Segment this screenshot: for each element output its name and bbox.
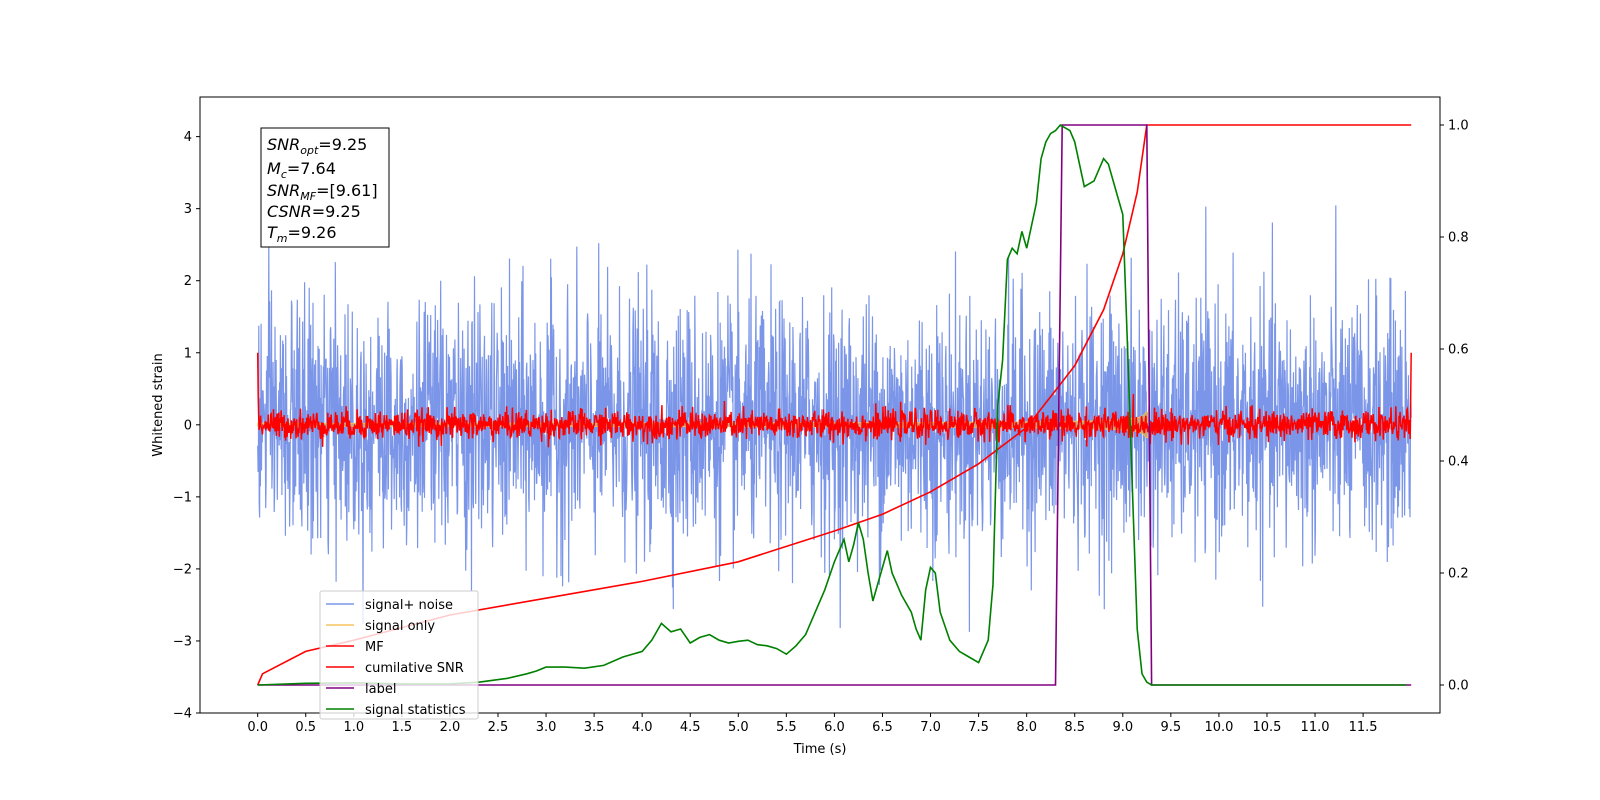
x-tick-label: 1.0 <box>343 720 364 735</box>
info-tm: Tm=9.26 <box>267 223 337 245</box>
x-tick-label: 7.0 <box>920 720 941 735</box>
x-tick-label: 1.5 <box>392 720 413 735</box>
left-y-tick-label: 0 <box>184 418 192 433</box>
info-snr-mf: SNRMF=[9.61] <box>267 181 378 203</box>
x-tick-label: 10.5 <box>1253 720 1282 735</box>
left-y-tick-label: −4 <box>173 707 192 722</box>
info-mc: Mc=7.64 <box>267 159 336 181</box>
legend: signal+ noise signal only MF cumilative … <box>319 590 479 720</box>
right-y-tick-label: 1.0 <box>1448 119 1469 134</box>
legend-label-mf: MF <box>365 640 384 655</box>
legend-label-signal-statistics: signal statistics <box>365 703 466 718</box>
x-tick-label: 9.0 <box>1112 720 1133 735</box>
series-mf <box>256 352 1412 448</box>
x-tick-label: 9.5 <box>1161 720 1182 735</box>
x-tick-label: 2.5 <box>488 720 509 735</box>
x-tick-label: 6.0 <box>824 720 845 735</box>
left-y-tick-label: −3 <box>173 634 192 649</box>
left-y-tick-label: −2 <box>173 562 192 577</box>
right-y-tick-label: 0.0 <box>1448 679 1469 694</box>
right-y-tick-label: 0.6 <box>1448 343 1469 358</box>
x-tick-label: 4.0 <box>632 720 653 735</box>
x-tick-label: 5.0 <box>728 720 749 735</box>
x-tick-label: 3.5 <box>584 720 605 735</box>
x-tick-label: 0.0 <box>247 720 268 735</box>
legend-label-signal-noise: signal+ noise <box>365 598 453 613</box>
x-axis: 0.0 0.5 1.0 1.5 2.0 2.5 3.0 3.5 4.0 4.5 5.0 5.5 6.0 6… <box>247 713 1378 735</box>
left-y-tick-label: 1 <box>184 346 192 361</box>
plot-frame <box>199 96 1441 714</box>
right-y-tick-label: 0.8 <box>1448 231 1469 246</box>
x-tick-label: 5.5 <box>776 720 797 735</box>
left-y-tick-label: 3 <box>184 202 192 217</box>
right-y-axis: 1.0 0.8 0.6 0.4 0.2 0.0 <box>1440 119 1469 694</box>
legend-label-signal-only: signal only <box>365 619 435 634</box>
left-y-axis-label: Whitened strain <box>151 353 166 456</box>
left-y-tick-label: 2 <box>184 274 192 289</box>
series-signal-statistics <box>257 123 1407 686</box>
left-y-axis: 4 3 2 1 0 −1 −2 −3 −4 <box>173 130 200 722</box>
info-box: SNRopt=9.25 Mc=7.64 SNRMF=[9.61] CSNR=9.… <box>260 127 390 248</box>
x-tick-label: 6.5 <box>872 720 893 735</box>
x-tick-label: 10.0 <box>1204 720 1233 735</box>
x-tick-label: 11.0 <box>1301 720 1330 735</box>
legend-label-label: label <box>365 682 396 697</box>
info-csnr: CSNR=9.25 <box>267 202 361 221</box>
info-box-frame <box>260 127 390 248</box>
info-snr-opt: SNRopt=9.25 <box>267 135 367 157</box>
x-tick-label: 7.5 <box>968 720 989 735</box>
legend-frame <box>319 590 479 720</box>
right-y-tick-label: 0.2 <box>1448 567 1469 582</box>
left-y-tick-label: −1 <box>173 490 192 505</box>
x-tick-label: 2.0 <box>440 720 461 735</box>
left-y-tick-label: 4 <box>184 130 192 145</box>
x-tick-label: 11.5 <box>1349 720 1378 735</box>
legend-label-cumulative-snr: cumilative SNR <box>365 661 464 676</box>
x-tick-label: 0.5 <box>295 720 316 735</box>
x-tick-label: 8.5 <box>1064 720 1085 735</box>
x-axis-label: Time (s) <box>793 742 847 757</box>
x-tick-label: 4.5 <box>680 720 701 735</box>
right-y-tick-label: 0.4 <box>1448 455 1469 470</box>
x-tick-label: 8.0 <box>1016 720 1037 735</box>
x-tick-label: 3.0 <box>536 720 557 735</box>
